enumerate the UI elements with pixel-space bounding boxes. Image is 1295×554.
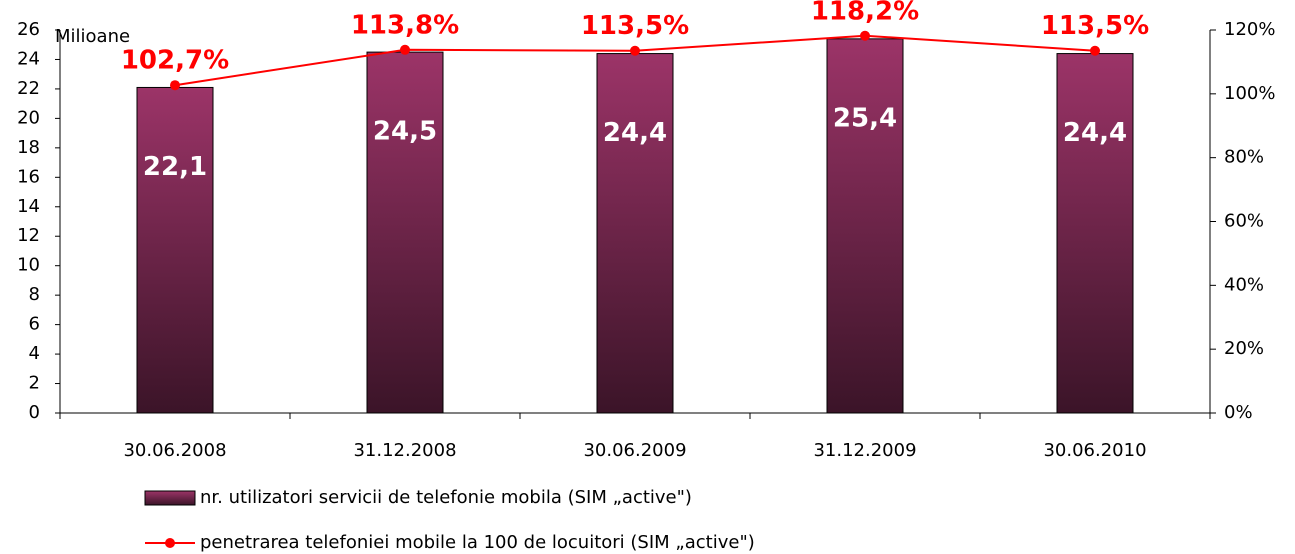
y2-tick-label: 60% <box>1224 211 1264 232</box>
bar-value-label: 24,5 <box>373 117 437 147</box>
y2-tick-label: 100% <box>1224 83 1275 104</box>
line-value-label: 113,8% <box>351 10 459 40</box>
bar-value-label: 25,4 <box>833 103 897 133</box>
bar <box>1056 53 1134 414</box>
x-tick-label: 30.06.2008 <box>123 440 226 461</box>
legend-label: nr. utilizatori servicii de telefonie mo… <box>200 487 692 508</box>
line-point <box>400 44 410 55</box>
y-tick-label: 6 <box>29 314 40 335</box>
legend-marker <box>165 538 175 548</box>
bar-value-label: 24,4 <box>1063 118 1127 148</box>
line-value-label: 118,2% <box>811 0 919 26</box>
y2-tick-label: 0% <box>1224 402 1253 423</box>
y-tick-label: 22 <box>17 78 40 99</box>
x-tick-label: 31.12.2008 <box>353 440 456 461</box>
x-tick-label: 31.12.2009 <box>813 440 916 461</box>
y2-tick-label: 20% <box>1224 338 1264 359</box>
bar <box>596 53 674 414</box>
y-tick-label: 24 <box>17 48 40 69</box>
y-axis-label: Milioane <box>55 26 130 47</box>
bar <box>826 38 904 414</box>
bar <box>366 51 444 414</box>
line-point <box>1090 45 1100 56</box>
y-tick-label: 14 <box>17 196 40 217</box>
y2-tick-label: 40% <box>1224 274 1264 295</box>
bar-value-label: 24,4 <box>603 118 667 148</box>
bar-value-label: 22,1 <box>143 152 207 182</box>
y-tick-label: 18 <box>17 137 40 158</box>
y-tick-label: 0 <box>29 402 40 423</box>
y-tick-label: 12 <box>17 225 40 246</box>
y-tick-label: 10 <box>17 255 40 276</box>
line-point <box>170 80 180 91</box>
line-value-label: 113,5% <box>1041 11 1149 41</box>
line-point <box>630 45 640 56</box>
y2-tick-label: 120% <box>1224 19 1275 40</box>
x-tick-label: 30.06.2009 <box>583 440 686 461</box>
line-point <box>860 30 870 41</box>
legend-label: penetrarea telefoniei mobile la 100 de l… <box>200 532 755 553</box>
y-tick-label: 20 <box>17 107 40 128</box>
y-tick-label: 26 <box>17 19 40 40</box>
y-tick-label: 16 <box>17 166 40 187</box>
y-tick-label: 4 <box>29 343 40 364</box>
x-tick-label: 30.06.2010 <box>1043 440 1146 461</box>
line-value-label: 113,5% <box>581 11 689 41</box>
y-tick-label: 8 <box>29 284 40 305</box>
bar <box>136 86 214 414</box>
legend-swatch <box>144 490 196 506</box>
y-tick-label: 2 <box>29 373 40 394</box>
line-value-label: 102,7% <box>121 46 229 76</box>
y2-tick-label: 80% <box>1224 147 1264 168</box>
